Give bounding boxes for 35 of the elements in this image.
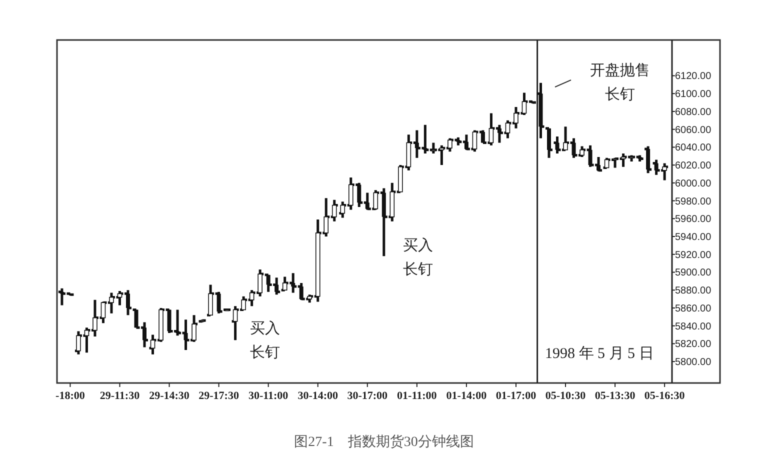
y-tick-label: 5800.00: [675, 357, 712, 368]
y-tick-label: 5940.00: [675, 232, 712, 244]
y-tick-label: 5860.00: [675, 303, 712, 314]
x-tick-label: 01-17:00: [496, 390, 537, 402]
x-tick-label: 05-16:30: [644, 390, 686, 402]
y-tick-label: 6040.00: [675, 142, 712, 154]
x-tick-label: -18:00: [56, 390, 86, 402]
y-tick-label: 6060.00: [675, 124, 712, 136]
y-tick-label: 5960.00: [675, 214, 712, 226]
x-tick-label: 30-17:00: [347, 390, 388, 402]
y-tick-label: 5840.00: [675, 321, 712, 332]
y-tick-label: 5820.00: [675, 339, 712, 350]
x-tick-label: 30-11:00: [248, 390, 289, 402]
y-tick-label: 5880.00: [675, 286, 712, 297]
text: 图27-1 指数期货30分钟线图: [294, 434, 474, 450]
y-tick-label: 6000.00: [675, 178, 712, 190]
y-tick-label: 6120.00: [675, 71, 712, 82]
x-tick-label: 01-14:00: [446, 390, 488, 402]
y-tick-label: 5900.00: [675, 268, 712, 279]
x-tick-label: 05-13:30: [594, 390, 636, 402]
y-tick-label: 6100.00: [675, 89, 712, 100]
x-tick-label: 29-14:30: [149, 390, 190, 402]
annotation: 开盘抛售长钉: [590, 63, 650, 103]
x-tick-label: 01-11:00: [397, 390, 438, 402]
x-tick-label: 29-17:30: [198, 390, 240, 402]
annotation: 买入长钉: [403, 238, 433, 278]
x-tick-label: 29-11:30: [100, 390, 140, 402]
y-tick-label: 5980.00: [675, 196, 712, 208]
y-tick-label: 6080.00: [675, 106, 712, 118]
y-tick-label: 6020.00: [675, 160, 712, 172]
x-tick-label: 05-10:30: [545, 390, 586, 402]
annotation: 1998 年 5 月 5 日: [545, 346, 654, 362]
y-tick-label: 5920.00: [675, 250, 712, 261]
annotation: 买入长钉: [250, 321, 280, 361]
x-tick-label: 30-14:00: [298, 390, 339, 402]
